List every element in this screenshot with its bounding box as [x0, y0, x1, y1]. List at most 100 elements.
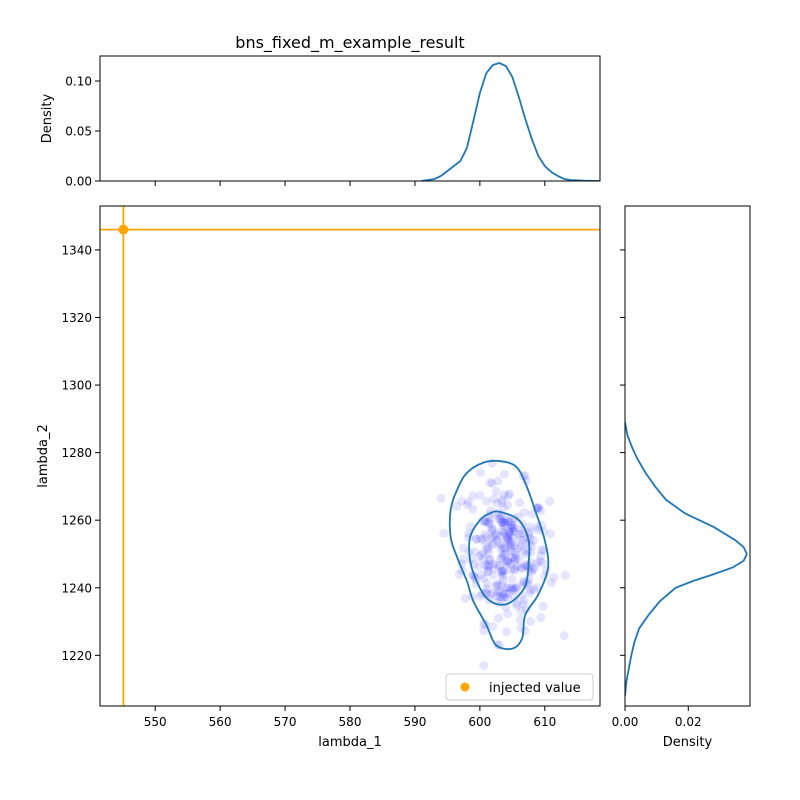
sample-point	[497, 553, 507, 563]
top-y-tick-label: 0.05	[65, 125, 92, 139]
sample-point	[498, 589, 508, 599]
sample-point	[517, 590, 527, 600]
sample-point	[499, 521, 509, 531]
sample-point	[504, 536, 514, 546]
sample-point	[508, 526, 518, 536]
sample-point	[497, 497, 507, 507]
sample-point	[508, 533, 518, 543]
sample-point	[498, 516, 508, 526]
sample-point	[528, 564, 538, 574]
sample-point	[506, 524, 516, 534]
sample-point	[481, 517, 491, 527]
sample-point	[514, 543, 524, 553]
joint-x-tick-label: 580	[339, 715, 362, 729]
sample-point	[483, 561, 493, 571]
sample-point	[499, 490, 509, 500]
sample-point	[501, 556, 511, 566]
sample-point	[509, 523, 519, 533]
sample-point	[508, 520, 518, 530]
sample-point	[511, 598, 521, 608]
sample-point	[439, 528, 449, 538]
density-contours	[448, 459, 550, 650]
sample-point	[497, 495, 507, 505]
sample-point	[509, 584, 519, 594]
posterior-samples	[436, 458, 570, 670]
sample-point	[479, 626, 489, 636]
sample-point	[458, 543, 468, 553]
sample-point	[480, 560, 490, 570]
sample-point	[508, 583, 518, 593]
sample-point	[496, 594, 506, 604]
sample-point	[492, 591, 502, 601]
joint-y-tick-label: 1340	[61, 243, 92, 257]
sample-point	[491, 486, 501, 496]
top-marginal-density-curve	[421, 62, 600, 181]
sample-point	[492, 535, 502, 545]
legend-marker-injected	[460, 682, 470, 692]
sample-point	[512, 582, 522, 592]
sample-point	[496, 580, 506, 590]
sample-point	[483, 562, 493, 572]
sample-point	[503, 556, 513, 566]
sample-point	[546, 578, 556, 588]
sample-point	[498, 527, 508, 537]
sample-point	[511, 583, 521, 593]
joint-y-tick-label: 1260	[61, 514, 92, 528]
sample-point	[518, 546, 528, 556]
sample-point	[505, 530, 515, 540]
sample-point	[470, 547, 480, 557]
sample-point	[514, 529, 524, 539]
sample-point	[496, 544, 506, 554]
sample-point	[503, 491, 513, 501]
sample-point	[525, 616, 535, 626]
sample-point	[468, 504, 478, 514]
joint-x-tick-label: 560	[209, 715, 232, 729]
right-marginal-panel: 0.00 0.02 Density	[612, 205, 751, 750]
sample-point	[507, 522, 517, 532]
sample-point	[516, 606, 526, 616]
sample-point	[497, 518, 507, 528]
sample-point	[514, 554, 524, 564]
sample-point	[501, 513, 511, 523]
sample-point	[503, 500, 513, 510]
sample-point	[499, 518, 509, 528]
sample-point	[505, 540, 515, 550]
sample-point	[472, 534, 482, 544]
sample-point	[510, 557, 520, 567]
sample-point	[503, 517, 513, 527]
joint-y-tick-label: 1280	[61, 446, 92, 460]
sample-point	[533, 525, 543, 535]
joint-x-tick-label: 550	[144, 715, 167, 729]
sample-point	[493, 476, 503, 486]
legend: injected value	[445, 673, 594, 701]
sample-point	[488, 532, 498, 542]
sample-point	[519, 508, 529, 518]
sample-point	[529, 535, 539, 545]
sample-point	[535, 556, 545, 566]
sample-point	[537, 558, 547, 568]
sample-point	[501, 548, 511, 558]
sample-point	[487, 478, 497, 488]
sample-point	[525, 585, 535, 595]
sample-point	[474, 562, 484, 572]
top-y-tick-label: 0.00	[65, 175, 92, 189]
sample-point	[494, 538, 504, 548]
sample-point	[479, 660, 489, 670]
sample-point	[497, 566, 507, 576]
sample-point	[510, 547, 520, 557]
sample-point	[462, 500, 472, 510]
right-x-tick-label: 0.00	[612, 715, 639, 729]
top-ylabel: Density	[40, 93, 55, 143]
sample-point	[488, 525, 498, 535]
sample-point	[485, 554, 495, 564]
sample-point	[502, 532, 512, 542]
sample-point	[500, 519, 510, 529]
sample-point	[488, 538, 498, 548]
sample-point	[466, 555, 476, 565]
joint-y-tick-label: 1220	[61, 649, 92, 663]
sample-point	[500, 543, 510, 553]
sample-point	[497, 566, 507, 576]
sample-point	[506, 546, 516, 556]
sample-point	[483, 567, 493, 577]
sample-point	[505, 543, 515, 553]
